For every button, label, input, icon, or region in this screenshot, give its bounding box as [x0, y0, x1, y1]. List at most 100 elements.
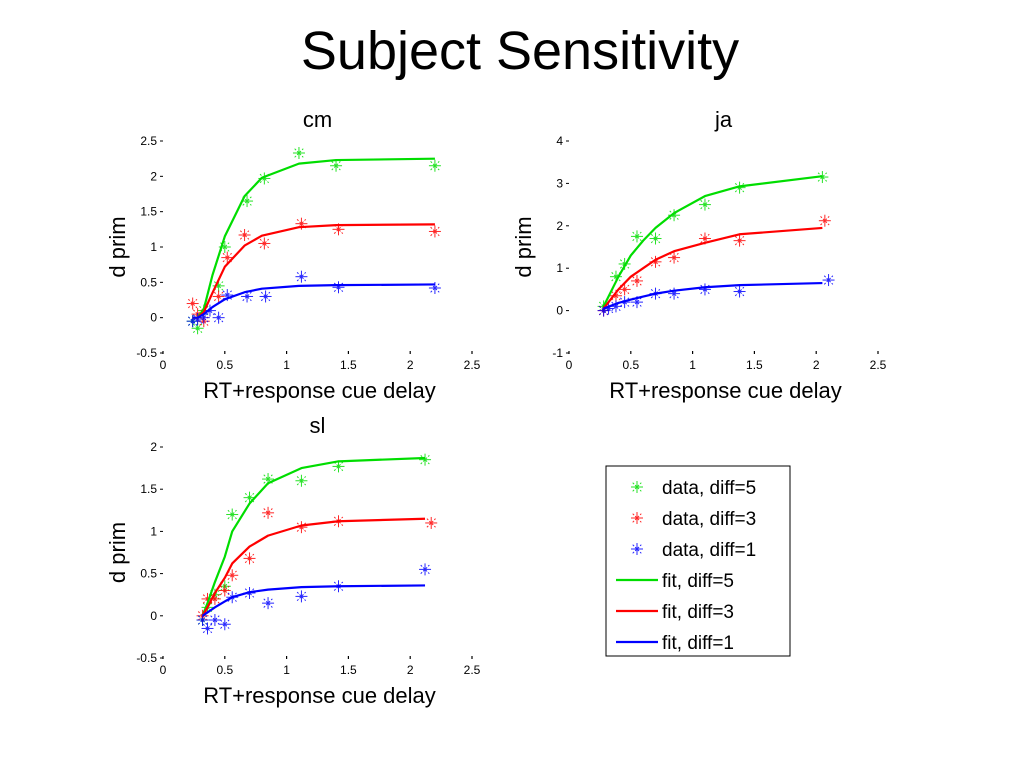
x-tick-label: 0	[566, 358, 573, 372]
y-tick-label: 3	[556, 176, 563, 190]
data-point	[698, 198, 711, 211]
legend-marker-swatch	[631, 543, 643, 555]
y-tick-label: 0	[150, 311, 157, 325]
plot-title: ja	[714, 107, 733, 132]
x-tick-label: 1	[689, 358, 696, 372]
data-point	[630, 230, 643, 243]
x-axis-label: RT+response cue delay	[609, 378, 842, 403]
data-point	[196, 614, 209, 627]
legend-marker-swatch	[631, 481, 643, 493]
legend-entry: data, diff=3	[631, 509, 756, 530]
x-tick-label: 1	[283, 663, 290, 677]
x-tick-label: 1	[283, 358, 290, 372]
subplot-cm: cm-0.500.511.522.50 0.5 1 1.5 2 2.5RT+respons…	[105, 107, 481, 403]
data-point	[186, 297, 199, 310]
y-tick-label: 1	[150, 240, 157, 254]
fit-line	[192, 283, 435, 319]
data-point	[258, 237, 271, 250]
data-point	[243, 552, 256, 565]
legend-label: data, diff=5	[662, 478, 756, 499]
fit-line	[192, 223, 435, 319]
data-point	[818, 214, 831, 227]
data-point	[295, 270, 308, 283]
data-point	[295, 474, 308, 487]
y-axis-label: d prim	[105, 522, 130, 583]
x-tick-label: 2	[407, 358, 414, 372]
x-tick-label: 1.5	[340, 358, 357, 372]
x-tick-label: 0	[160, 358, 167, 372]
data-point	[822, 274, 835, 287]
fit-line	[201, 517, 426, 617]
data-point	[201, 622, 214, 635]
data-point	[425, 516, 438, 529]
legend-entry: fit, diff=3	[616, 602, 734, 623]
y-tick-label: 1	[556, 261, 563, 275]
y-tick-label: 1.5	[140, 482, 157, 496]
data-point	[618, 283, 631, 296]
fit-line	[603, 281, 823, 310]
x-tick-label: 0.5	[622, 358, 639, 372]
data-point	[226, 569, 239, 582]
x-tick-label: 2.5	[464, 663, 481, 677]
legend: data, diff=5 data, diff=3 data, diff=1 fit,…	[605, 465, 791, 657]
y-tick-label: 0.5	[140, 567, 157, 581]
y-tick-label: -1	[552, 346, 563, 360]
data-point	[295, 590, 308, 603]
fit-line	[201, 584, 426, 617]
data-point	[332, 281, 345, 294]
x-tick-label: 0.5	[216, 358, 233, 372]
legend-label: fit, diff=3	[662, 602, 734, 623]
data-point	[262, 506, 275, 519]
data-point	[226, 508, 239, 521]
y-tick-label: 2.5	[140, 134, 157, 148]
data-point	[218, 618, 231, 631]
x-tick-label: 2	[813, 358, 820, 372]
data-point	[191, 313, 204, 326]
series-fit-diff-1	[192, 283, 435, 319]
legend-label: fit, diff=1	[662, 633, 734, 654]
x-tick-label: 1.5	[340, 663, 357, 677]
data-point	[212, 311, 225, 324]
series-fit-diff-5	[602, 175, 823, 307]
legend-entry: fit, diff=1	[616, 633, 734, 654]
x-axis-label: RT+response cue delay	[203, 378, 436, 403]
plot-title: cm	[303, 107, 332, 132]
data-point	[428, 281, 441, 294]
y-axis-label: d prim	[105, 216, 130, 277]
data-point	[208, 614, 221, 627]
data-point	[428, 225, 441, 238]
fit-line	[602, 226, 823, 310]
y-tick-label: 0	[150, 609, 157, 623]
data-point	[419, 563, 432, 576]
legend-label: data, diff=3	[662, 509, 756, 530]
y-tick-label: -0.5	[136, 651, 157, 665]
data-point	[262, 597, 275, 610]
y-tick-label: 0	[556, 304, 563, 318]
data-point	[428, 159, 441, 172]
y-tick-label: 2	[150, 440, 157, 454]
y-tick-label: 1.5	[140, 205, 157, 219]
y-tick-label: 4	[556, 134, 563, 148]
y-tick-label: 1	[150, 524, 157, 538]
x-tick-label: 2.5	[870, 358, 887, 372]
series-fit-diff-3	[192, 223, 435, 319]
legend-entry: fit, diff=5	[616, 571, 734, 592]
y-tick-label: -0.5	[136, 346, 157, 360]
legend-box	[605, 465, 791, 657]
subplot-sl: sl-0.500.511.520 0.5 1 1.5 2 2.5RT+response c…	[105, 413, 481, 708]
data-point	[259, 290, 272, 303]
data-point	[419, 453, 432, 466]
data-point	[698, 283, 711, 296]
y-tick-label: 2	[150, 169, 157, 183]
y-tick-label: 2	[556, 219, 563, 233]
fit-line	[602, 175, 823, 307]
y-axis-label: d prim	[511, 216, 536, 277]
x-tick-label: 2.5	[464, 358, 481, 372]
data-point	[221, 251, 234, 264]
fit-line	[201, 456, 426, 617]
legend-entry: data, diff=1	[631, 540, 756, 561]
x-tick-label: 1.5	[746, 358, 763, 372]
x-tick-label: 0.5	[216, 663, 233, 677]
